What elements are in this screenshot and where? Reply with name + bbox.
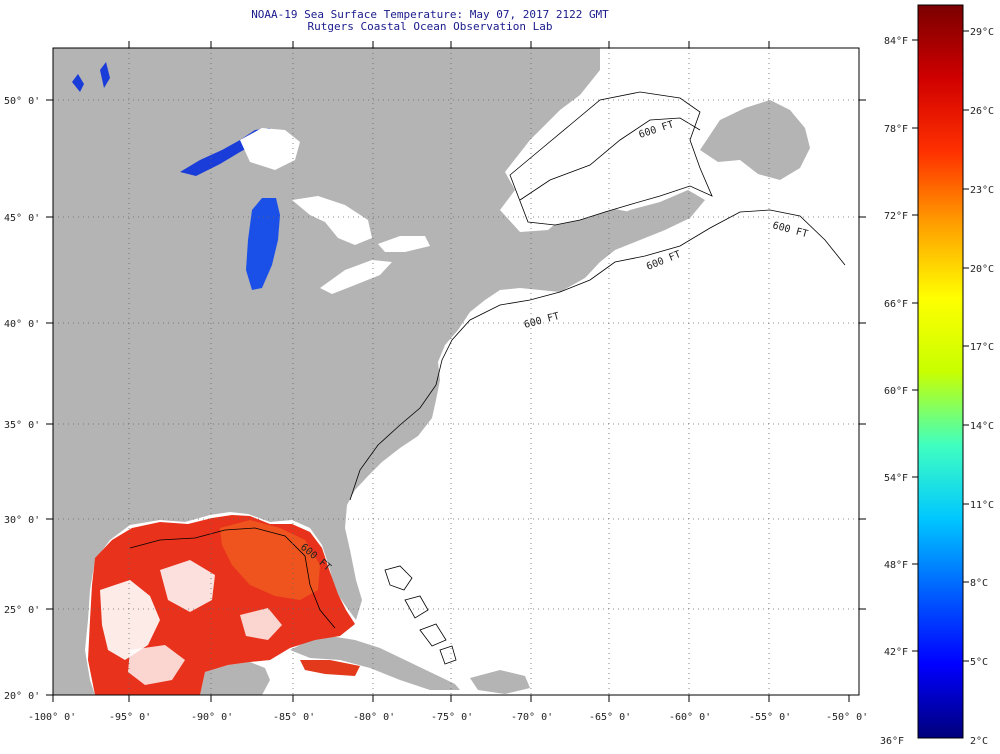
land-nova-scotia bbox=[585, 190, 705, 252]
colorbar-f-label: 66°F bbox=[884, 299, 908, 310]
lon-label: -65° 0' bbox=[589, 712, 631, 723]
land-hispaniola bbox=[470, 670, 530, 694]
lon-label: -55° 0' bbox=[749, 712, 791, 723]
colorbar-c-label: 20°C bbox=[970, 264, 994, 275]
land-north-america bbox=[53, 48, 640, 695]
lon-label: -90° 0' bbox=[191, 712, 233, 723]
map-title: NOAA-19 Sea Surface Temperature: May 07,… bbox=[251, 8, 609, 21]
lat-label: 30° 0' bbox=[4, 515, 40, 526]
lon-label: -80° 0' bbox=[353, 712, 395, 723]
lake-michigan bbox=[246, 198, 280, 290]
lon-label: -85° 0' bbox=[273, 712, 315, 723]
lake-erie bbox=[320, 260, 392, 294]
colorbar-ticks bbox=[912, 30, 969, 662]
gulf-cloud-patch-east bbox=[240, 608, 282, 640]
colorbar-c-label: 26°C bbox=[970, 106, 994, 117]
lake-superior-east bbox=[240, 128, 300, 170]
colorbar-c-label: 29°C bbox=[970, 27, 994, 38]
gulf-cloud-patch-mid bbox=[160, 560, 215, 612]
colorbar-f-label: 36°F bbox=[880, 736, 904, 747]
bahamas-islands bbox=[384, 565, 457, 665]
colorbar-f-label: 48°F bbox=[884, 560, 908, 571]
land-yucatan bbox=[200, 662, 270, 695]
lon-label: -70° 0' bbox=[511, 712, 553, 723]
colorbar-c-label: 17°C bbox=[970, 342, 994, 353]
colorbar-f-label: 84°F bbox=[884, 36, 908, 47]
lon-label: -75° 0' bbox=[431, 712, 473, 723]
isobath-600ft-atlantic bbox=[349, 209, 846, 501]
isobath-600ft-stlawrence bbox=[519, 117, 701, 201]
lon-label: -95° 0' bbox=[109, 712, 151, 723]
gulf-cloud-patch-west bbox=[100, 580, 160, 660]
gulf-cloud-patch-south bbox=[128, 645, 185, 685]
colorbar-f-label: 42°F bbox=[884, 647, 908, 658]
lat-label: 25° 0' bbox=[4, 605, 40, 616]
colorbar-f-label: 72°F bbox=[884, 211, 908, 222]
colorbar-c-label: 23°C bbox=[970, 185, 994, 196]
colorbar-f-label: 54°F bbox=[884, 473, 908, 484]
colorbar-c-label: 5°C bbox=[970, 657, 988, 668]
isobath-600ft-gulf bbox=[129, 527, 336, 629]
colorbar-c-label: 8°C bbox=[970, 578, 988, 589]
gulf-st-lawrence bbox=[509, 91, 713, 226]
colorbar-f-label: 78°F bbox=[884, 124, 908, 135]
lat-label: 40° 0' bbox=[4, 319, 40, 330]
lat-label: 35° 0' bbox=[4, 420, 40, 431]
colorbar-c-label: 11°C bbox=[970, 500, 994, 511]
lake-ontario bbox=[378, 236, 430, 252]
lat-label: 45° 0' bbox=[4, 213, 40, 224]
land-cuba bbox=[290, 636, 460, 690]
axis-ticks bbox=[46, 41, 866, 702]
lon-label: -50° 0' bbox=[826, 712, 868, 723]
colorbar-f-label: 60°F bbox=[884, 386, 908, 397]
colorbar-c-label: 2°C bbox=[970, 736, 988, 747]
map-subtitle: Rutgers Coastal Ocean Observation Lab bbox=[307, 20, 553, 33]
map-frame bbox=[52, 47, 860, 696]
gulf-warm-core bbox=[220, 520, 320, 600]
lon-label: -60° 0' bbox=[669, 712, 711, 723]
lat-label: 20° 0' bbox=[4, 691, 40, 702]
lake-huron bbox=[292, 196, 372, 245]
lake-winnipeg-west bbox=[72, 62, 110, 92]
color-bar bbox=[917, 4, 964, 739]
lat-label: 50° 0' bbox=[4, 96, 40, 107]
gulf-caribbean-sst bbox=[300, 660, 360, 676]
land-newfoundland bbox=[700, 100, 810, 180]
lon-label: -100° 0' bbox=[28, 712, 76, 723]
colorbar-c-label: 14°C bbox=[970, 421, 994, 432]
